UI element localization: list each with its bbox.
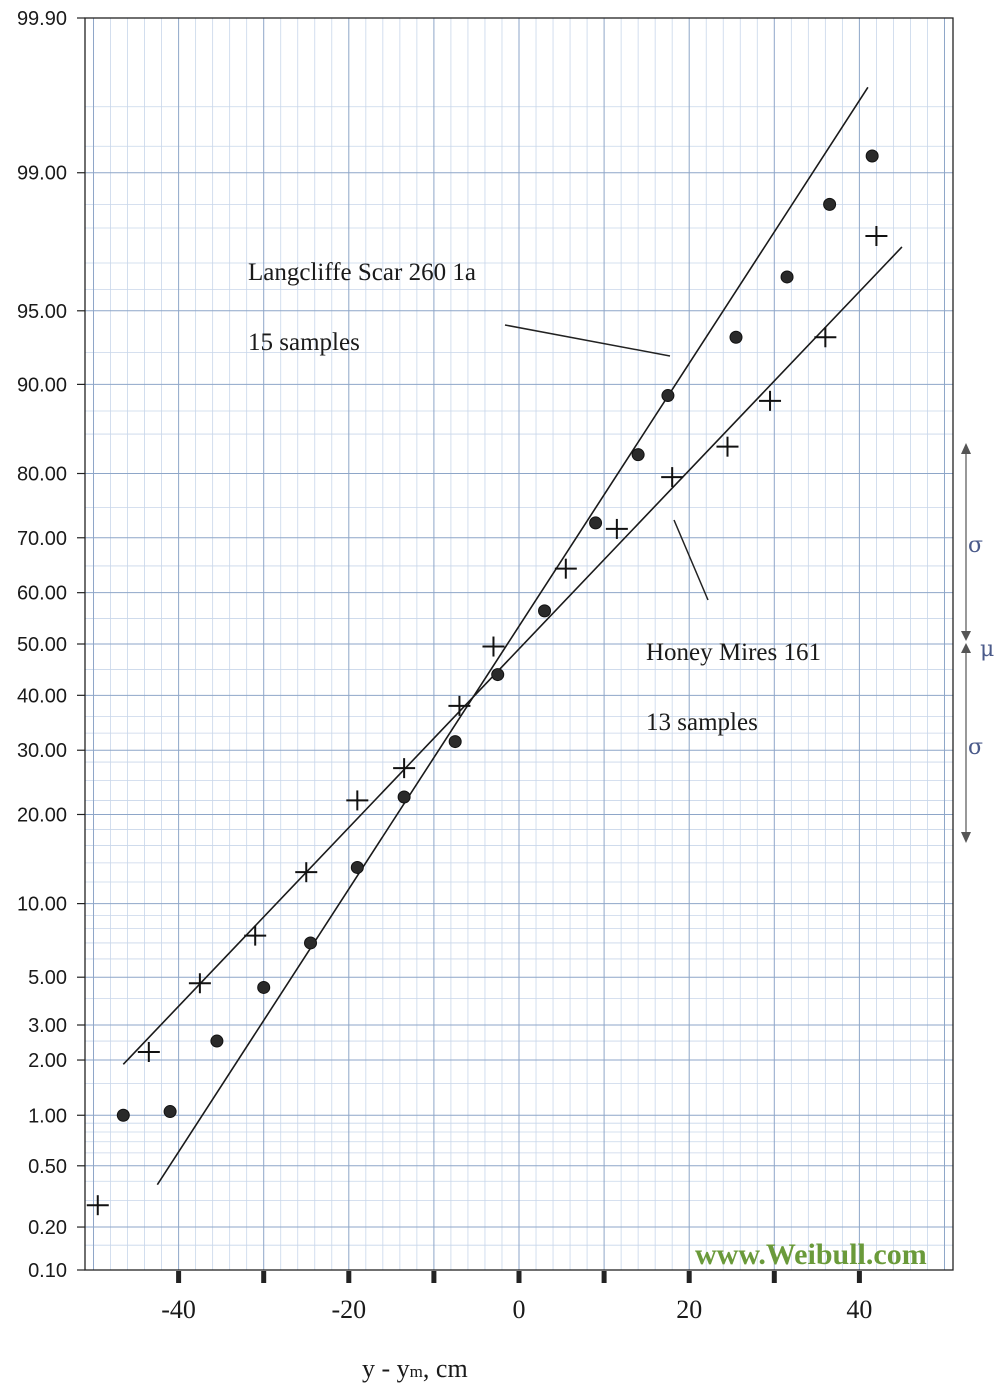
data-point-cross [865, 225, 888, 246]
x-tick-mark [176, 1271, 182, 1283]
data-point-dot [350, 860, 364, 874]
x-axis-label-unit: , cm [423, 1354, 468, 1383]
y-tick-label: 10.00 [17, 894, 67, 916]
y-tick-label: 60.00 [17, 583, 67, 605]
data-point-cross [244, 925, 267, 946]
data-point-dot [116, 1108, 130, 1122]
data-point-dot [538, 604, 552, 618]
data-point-cross [137, 1042, 160, 1063]
x-tick-mark [771, 1271, 777, 1283]
data-point-cross [661, 467, 684, 488]
y-tick-label: 3.00 [28, 1015, 67, 1037]
data-point-cross [188, 973, 211, 994]
arrow-up-icon [961, 643, 971, 653]
x-tick-mark [431, 1271, 437, 1283]
x-axis: -40 -20 0 20 40 [161, 1271, 872, 1324]
y-tick-label: 80.00 [17, 464, 67, 486]
annotation-langcliffe: Langcliffe Scar 260 1a 15 samples [248, 259, 671, 357]
data-point-cross [554, 558, 577, 579]
annotation-honey-mires-title: Honey Mires 161 [646, 639, 821, 666]
y-tick-label: 40.00 [17, 685, 67, 707]
y-tick-label: 70.00 [17, 528, 67, 550]
y-axis: 0.10 0.20 0.50 1.00 2.00 3.00 5.00 10.00 20.00 30… [17, 8, 85, 1282]
y-tick-label: 99.00 [17, 163, 67, 185]
data-point-cross [393, 758, 416, 779]
data-point-cross [295, 862, 318, 883]
data-point-cross [86, 1195, 109, 1216]
x-tick-mark [346, 1271, 352, 1283]
annotation-honey-mires-count: 13 samples [646, 709, 758, 736]
x-axis-label-subscript: m [410, 1362, 423, 1381]
x-tick-mark [516, 1271, 522, 1283]
data-point-dot [163, 1105, 177, 1119]
y-tick-label: 0.50 [28, 1156, 67, 1178]
y-tick-label: 90.00 [17, 374, 67, 396]
fit-line-series-2 [122, 246, 903, 1065]
sigma-lower-label: σ [968, 735, 983, 760]
data-point-dot [448, 735, 462, 749]
y-tick-label: 99.90 [17, 8, 67, 30]
x-tick-label: 20 [676, 1295, 702, 1324]
arrow-down-icon [961, 631, 971, 641]
y-tick-label: 30.00 [17, 740, 67, 762]
x-axis-label-main: y - y [362, 1354, 410, 1383]
sigma-markers: σ μ σ [961, 443, 994, 843]
y-tick-label: 50.00 [17, 634, 67, 656]
y-tick-label: 95.00 [17, 301, 67, 323]
data-point-dot [823, 197, 837, 211]
data-points [86, 149, 888, 1216]
data-point-cross [482, 636, 505, 657]
data-point-dot [210, 1034, 224, 1048]
x-tick-label: -40 [161, 1295, 196, 1324]
data-point-dot [661, 389, 675, 403]
data-point-dot [729, 330, 743, 344]
x-tick-label: 40 [846, 1295, 872, 1324]
data-point-cross [716, 436, 739, 457]
y-tick-label: 0.20 [28, 1217, 67, 1239]
data-point-dot [257, 980, 271, 994]
data-point-dot [631, 448, 645, 462]
y-tick-label: 20.00 [17, 804, 67, 826]
grid-major [85, 17, 953, 1271]
annotation-langcliffe-title: Langcliffe Scar 260 1a [248, 259, 476, 286]
arrow-down-icon [961, 832, 971, 843]
annotation-langcliffe-pointer [504, 324, 671, 357]
data-point-cross [605, 518, 628, 539]
data-point-cross [448, 695, 471, 716]
mu-label: μ [980, 637, 994, 662]
y-tick-label: 0.10 [28, 1260, 67, 1282]
x-tick-label: 0 [513, 1295, 526, 1324]
x-tick-mark [856, 1271, 862, 1283]
data-point-dot [491, 668, 505, 682]
annotation-langcliffe-count: 15 samples [248, 329, 360, 356]
data-point-dot [865, 149, 879, 163]
data-point-cross [759, 390, 782, 411]
x-tick-mark [686, 1271, 692, 1283]
data-point-cross [346, 790, 369, 811]
data-point-dot [589, 516, 603, 530]
data-point-dot [304, 936, 318, 950]
annotation-honey-mires: Honey Mires 161 13 samples [646, 519, 821, 736]
y-tick-label: 2.00 [28, 1050, 67, 1072]
data-point-dot [780, 270, 794, 284]
data-point-cross [814, 327, 837, 348]
x-tick-label: -20 [331, 1295, 366, 1324]
fit-lines [122, 86, 903, 1186]
watermark: www.Weibull.com [695, 1238, 927, 1271]
x-axis-label: y - ym, cm [362, 1354, 468, 1383]
x-tick-mark [601, 1271, 607, 1283]
arrow-up-icon [961, 443, 971, 454]
y-tick-label: 1.00 [28, 1105, 67, 1127]
data-point-dot [397, 790, 411, 804]
annotation-honey-mires-pointer [673, 519, 709, 601]
fit-line-series-1 [156, 86, 869, 1186]
x-tick-mark [261, 1271, 267, 1283]
y-tick-label: 5.00 [28, 967, 67, 989]
sigma-upper-label: σ [968, 533, 983, 558]
